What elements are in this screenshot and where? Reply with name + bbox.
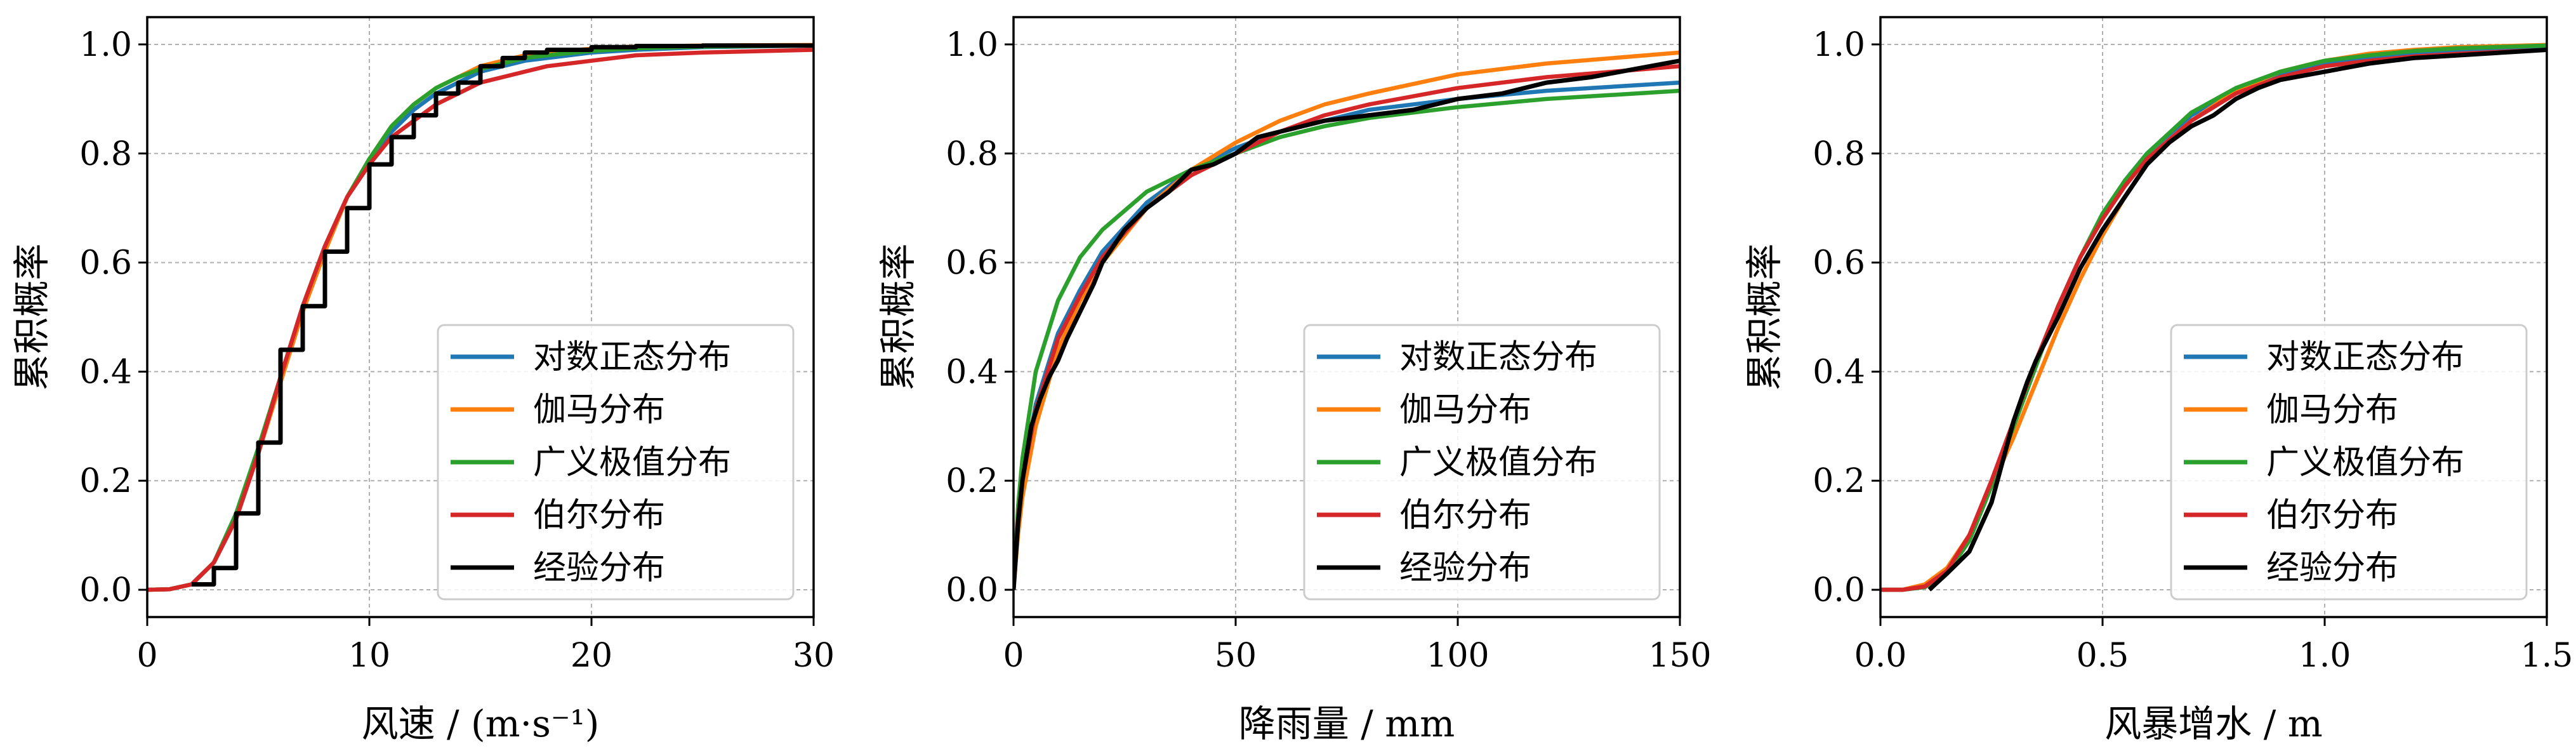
x-tick-label: 150 (1648, 637, 1711, 675)
x-axis-label: 风速 / (m·s⁻¹) (362, 702, 600, 745)
x-tick-label: 1.0 (2299, 637, 2351, 675)
x-tick-label: 20 (571, 637, 612, 675)
series-line-3 (1014, 88, 1680, 590)
y-tick-label: 0.0 (79, 571, 132, 609)
y-tick-label: 0.6 (946, 244, 998, 282)
y-tick-label: 0.0 (946, 571, 998, 609)
legend-label: 对数正态分布 (1399, 338, 1597, 376)
y-tick-label: 0.4 (79, 353, 132, 391)
x-tick-label: 0.0 (1854, 637, 1907, 675)
legend-label: 伯尔分布 (1399, 496, 1531, 535)
y-tick-label: 0.2 (79, 462, 132, 500)
x-tick-label: 100 (1426, 637, 1489, 675)
plot-area (147, 43, 814, 592)
x-tick-label: 0 (1003, 637, 1024, 675)
y-tick-label: 0.8 (79, 135, 132, 173)
y-axis-label: 累积概率 (876, 243, 920, 390)
chart-panel-3: 0.0 0.5 1.0 1.5 0.0 0.2 0.4 0.6 0.8 1.0 风暴增水 / m 累积… (1743, 16, 2573, 745)
x-tick-label: 0 (136, 637, 157, 675)
legend-label: 伯尔分布 (2266, 496, 2398, 535)
y-tick-label: 0.8 (1813, 135, 1865, 173)
legend-box (1303, 324, 1661, 601)
legend-label: 广义极值分布 (2266, 444, 2464, 482)
plot-area (1880, 43, 2547, 592)
y-tick-label: 1.0 (946, 26, 998, 64)
y-axis-label: 累积概率 (1743, 243, 1786, 390)
x-axis-label: 风暴增水 / m (2104, 702, 2322, 745)
x-tick-label: 1.5 (2521, 637, 2573, 675)
series-line-5 (192, 43, 814, 587)
legend-label: 对数正态分布 (533, 338, 731, 376)
legend-label: 伽马分布 (533, 391, 665, 429)
y-tick-label: 1.0 (79, 26, 132, 64)
y-tick-label: 0.4 (946, 353, 998, 391)
legend-label: 广义极值分布 (533, 444, 731, 482)
legend-label: 对数正态分布 (2266, 338, 2464, 376)
x-tick-label: 50 (1215, 637, 1257, 675)
x-tick-label: 10 (348, 637, 390, 675)
legend-box (2170, 324, 2528, 601)
axes-frame (146, 16, 815, 618)
chart-panel-1: 0 10 20 30 0.0 0.2 0.4 0.6 0.8 1.0 风速 / (m·s⁻¹) 累积概… (10, 16, 835, 745)
plot-area (1014, 50, 1680, 590)
y-tick-label: 0.2 (946, 462, 998, 500)
y-tick-label: 0.6 (79, 244, 132, 282)
axes-frame (1879, 16, 2548, 618)
y-tick-label: 0.0 (1813, 571, 1865, 609)
x-axis-label: 降雨量 / mm (1239, 702, 1455, 745)
y-tick-label: 0.8 (946, 135, 998, 173)
legend-label: 经验分布 (1399, 549, 1531, 587)
legend-box (437, 324, 795, 601)
legend-label: 经验分布 (2266, 549, 2398, 587)
x-tick-label: 0.5 (2077, 637, 2129, 675)
series-line-5 (1927, 48, 2547, 592)
y-axis-label: 累积概率 (10, 243, 53, 390)
legend-label: 伽马分布 (2266, 391, 2398, 429)
legend-label: 伯尔分布 (533, 496, 665, 535)
axes-frame (1012, 16, 1681, 618)
x-tick-label: 30 (793, 637, 835, 675)
series-line-4 (1880, 48, 2547, 592)
y-tick-label: 0.2 (1813, 462, 1865, 500)
y-tick-label: 1.0 (1813, 26, 1865, 64)
legend-label: 伽马分布 (1399, 391, 1531, 429)
legend-label: 经验分布 (533, 549, 665, 587)
legend-label: 广义极值分布 (1399, 444, 1597, 482)
series-line-5 (1014, 58, 1680, 590)
y-tick-label: 0.4 (1813, 353, 1865, 391)
y-tick-label: 0.6 (1813, 244, 1865, 282)
chart-panel-2: 0 50 100 150 0.0 0.2 0.4 0.6 0.8 1.0 降雨量 / mm 累积概率对… (876, 16, 1712, 745)
